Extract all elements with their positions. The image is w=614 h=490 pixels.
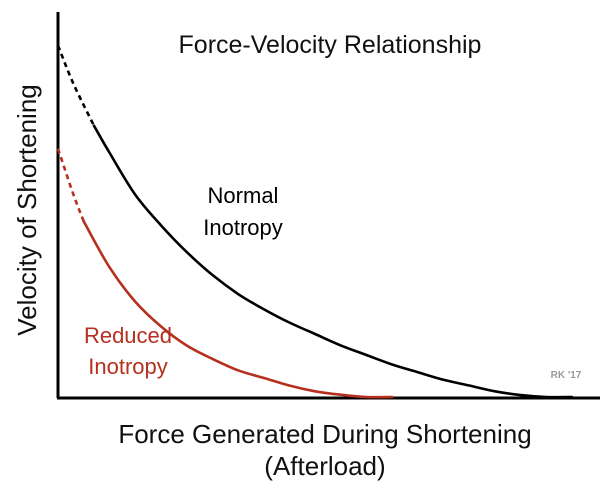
chart-title: Force-Velocity Relationship <box>179 31 482 59</box>
normal-inotropy-label-line1: Normal <box>208 183 279 208</box>
normal-inotropy-curve-extrapolated <box>56 45 96 127</box>
reduced-inotropy-label-line2: Inotropy <box>88 354 168 379</box>
author-watermark: RK '17 <box>551 370 582 381</box>
normal-inotropy-label-line2: Inotropy <box>203 215 283 240</box>
normal-inotropy-curve <box>92 124 574 399</box>
y-axis-label: Velocity of Shortening <box>12 84 42 336</box>
x-axis-label-line2: (Afterload) <box>264 451 385 481</box>
reduced-inotropy-label-line1: Reduced <box>84 323 172 348</box>
x-axis-label-line1: Force Generated During Shortening <box>118 419 531 449</box>
reduced-inotropy-curve <box>82 220 394 399</box>
reduced-inotropy-curve-extrapolated <box>56 148 85 222</box>
curves-group <box>56 45 574 399</box>
